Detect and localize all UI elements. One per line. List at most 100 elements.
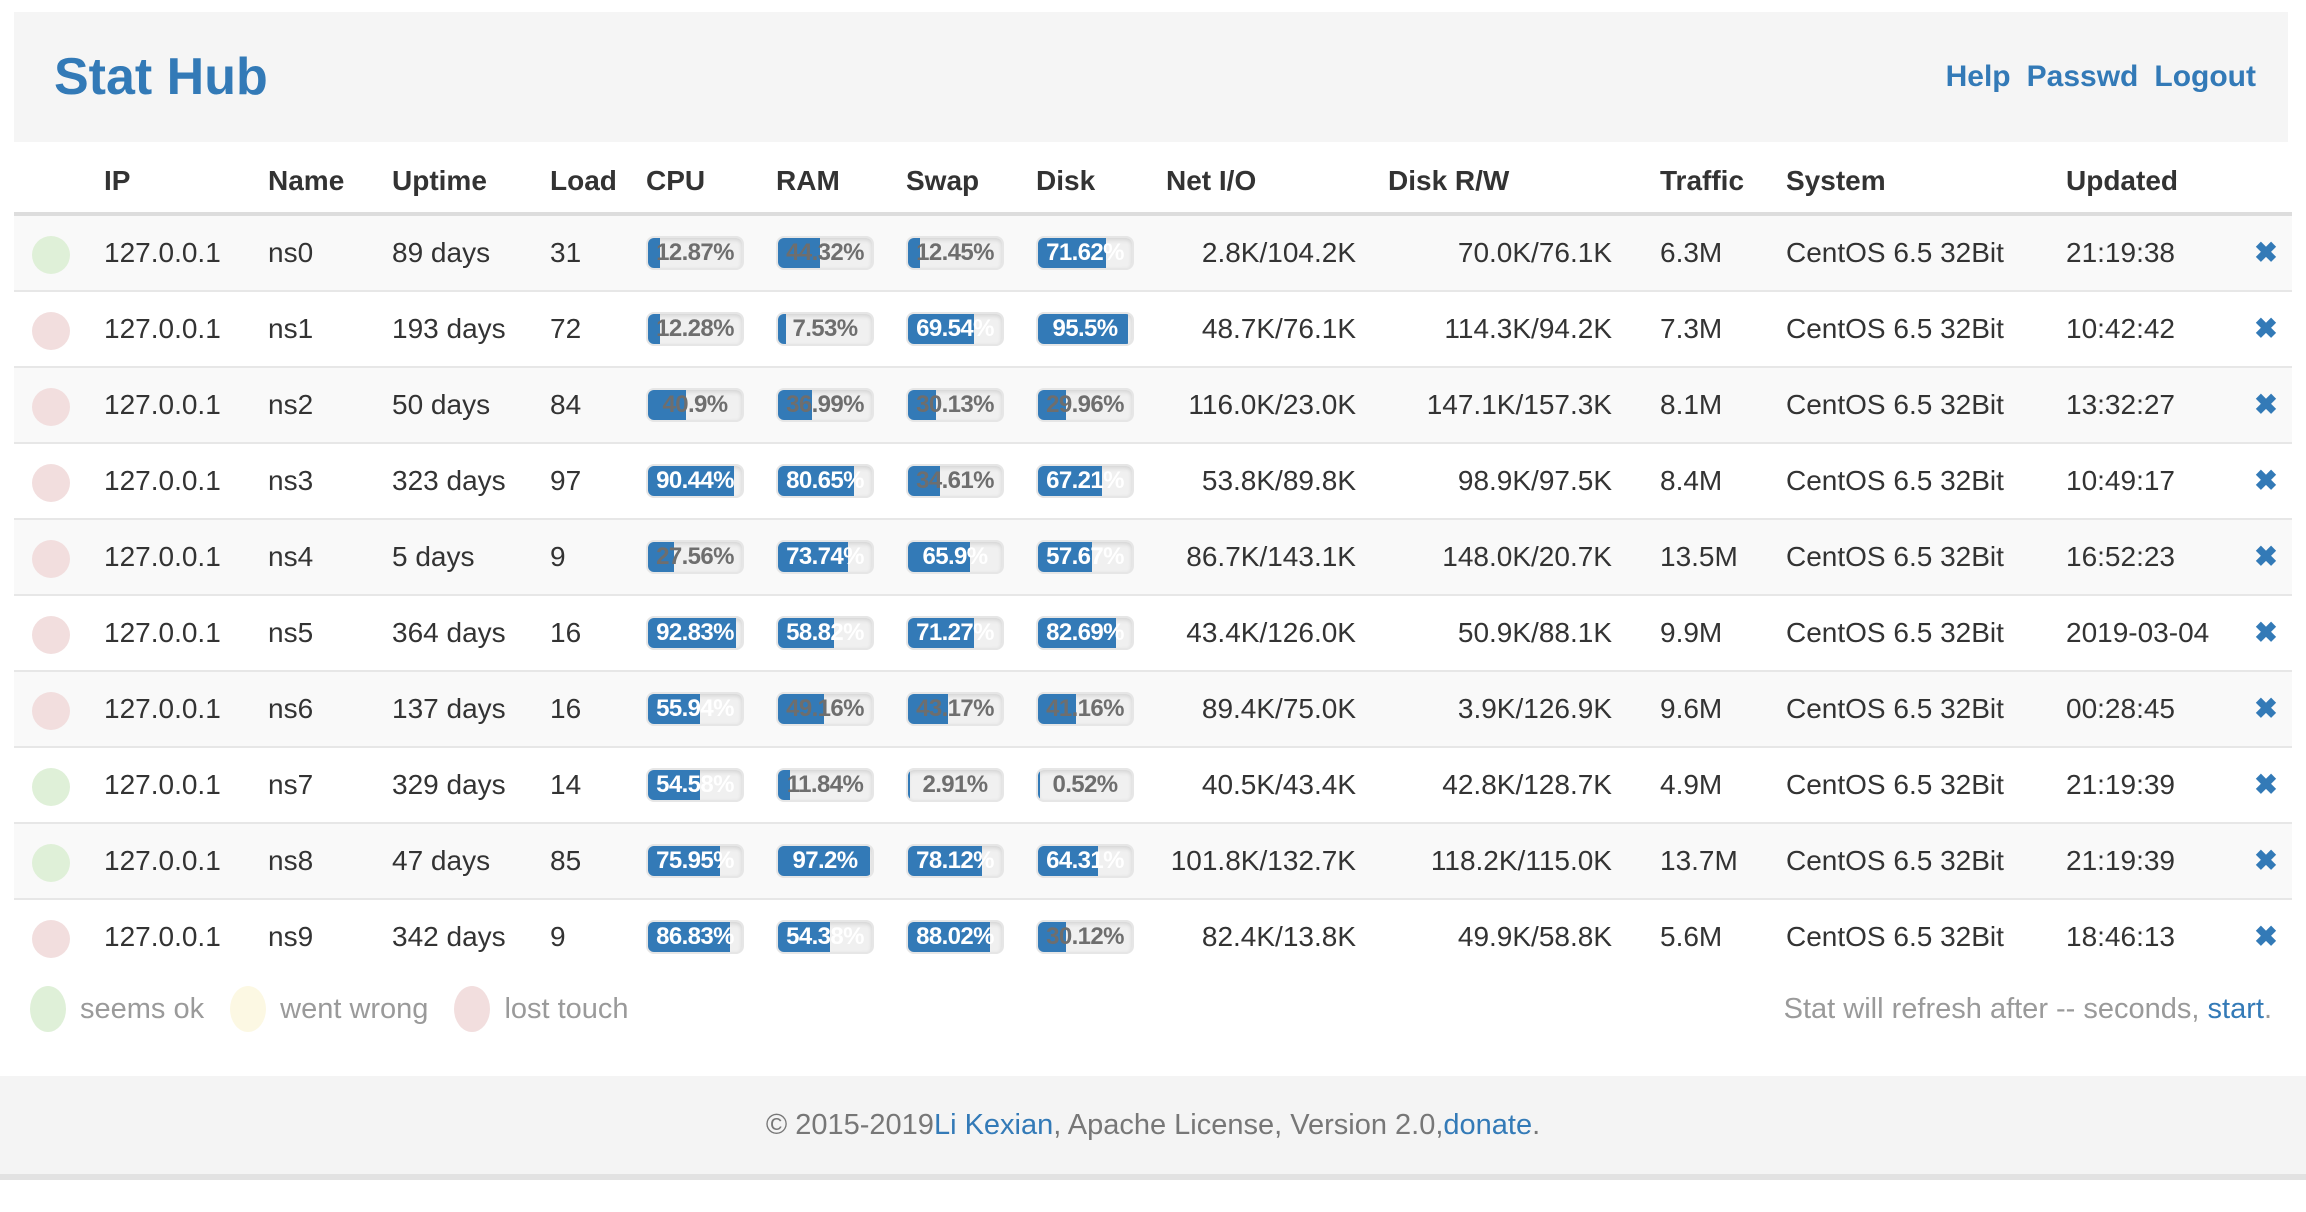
ip-cell: 127.0.0.1 <box>88 595 252 671</box>
updated-cell: 21:19:39 <box>2050 747 2240 823</box>
remove-server-icon[interactable]: ✖ <box>2254 460 2277 502</box>
cpu-progress-bar: 92.83% <box>646 616 744 650</box>
remove-server-icon[interactable]: ✖ <box>2254 232 2277 274</box>
swap-cell: 69.54% <box>890 291 1020 367</box>
nav-link-passwd[interactable]: Passwd <box>2027 60 2139 94</box>
nav-link-help[interactable]: Help <box>1946 60 2011 94</box>
swap-progress-bar: 71.27% <box>906 616 1004 650</box>
refresh-start-link[interactable]: start <box>2208 993 2264 1025</box>
cpu-cell: 40.9% <box>630 367 760 443</box>
remove-server-icon[interactable]: ✖ <box>2254 916 2277 958</box>
cpu-cell: 86.83% <box>630 899 760 974</box>
remove-cell: ✖ <box>2240 671 2292 747</box>
load-cell: 9 <box>534 899 630 974</box>
updated-cell: 21:19:38 <box>2050 214 2240 291</box>
status-cell <box>14 214 88 291</box>
remove-server-icon[interactable]: ✖ <box>2254 688 2277 730</box>
load-cell: 14 <box>534 747 630 823</box>
remove-server-icon[interactable]: ✖ <box>2254 840 2277 882</box>
col-header-blank-0 <box>14 148 88 214</box>
swap-percent-label: 78.12% <box>908 846 1002 876</box>
disk-progress-bar: 71.62% <box>1036 236 1134 270</box>
ram-cell: 44.32% <box>760 214 890 291</box>
status-cell <box>14 747 88 823</box>
traffic-cell: 6.3M <box>1628 214 1770 291</box>
cpu-cell: 12.87% <box>630 214 760 291</box>
updated-cell: 10:49:17 <box>2050 443 2240 519</box>
col-header-disk: Disk <box>1020 148 1150 214</box>
disk-rw-cell: 148.0K/20.7K <box>1372 519 1628 595</box>
ram-progress-bar: 73.74% <box>776 540 874 574</box>
swap-progress-bar: 2.91% <box>906 768 1004 802</box>
system-cell: CentOS 6.5 32Bit <box>1770 747 2050 823</box>
net-io-cell: 101.8K/132.7K <box>1150 823 1372 899</box>
remove-cell: ✖ <box>2240 214 2292 291</box>
remove-server-icon[interactable]: ✖ <box>2254 612 2277 654</box>
load-cell: 9 <box>534 519 630 595</box>
disk-rw-cell: 50.9K/88.1K <box>1372 595 1628 671</box>
load-cell: 16 <box>534 671 630 747</box>
legend-label: seems ok <box>80 993 204 1025</box>
nav-link-logout[interactable]: Logout <box>2154 60 2256 94</box>
swap-cell: 78.12% <box>890 823 1020 899</box>
ip-cell: 127.0.0.1 <box>88 899 252 974</box>
uptime-cell: 50 days <box>376 367 534 443</box>
system-cell: CentOS 6.5 32Bit <box>1770 671 2050 747</box>
net-io-cell: 2.8K/104.2K <box>1150 214 1372 291</box>
ram-percent-label: 7.53% <box>778 314 872 344</box>
disk-rw-cell: 49.9K/58.8K <box>1372 899 1628 974</box>
disk-cell: 57.67% <box>1020 519 1150 595</box>
disk-rw-cell: 147.1K/157.3K <box>1372 367 1628 443</box>
swap-cell: 30.13% <box>890 367 1020 443</box>
ram-progress-bar: 49.16% <box>776 692 874 726</box>
name-cell: ns6 <box>252 671 376 747</box>
disk-cell: 71.62% <box>1020 214 1150 291</box>
legend-item-ok: seems ok <box>30 986 204 1032</box>
ram-progress-bar: 44.32% <box>776 236 874 270</box>
cpu-progress-bar: 75.95% <box>646 844 744 878</box>
legend-item-lost: lost touch <box>454 986 628 1032</box>
remove-server-icon[interactable]: ✖ <box>2254 384 2277 426</box>
disk-cell: 29.96% <box>1020 367 1150 443</box>
ram-progress-bar: 58.82% <box>776 616 874 650</box>
cpu-percent-label: 90.44% <box>648 466 742 496</box>
remove-server-icon[interactable]: ✖ <box>2254 536 2277 578</box>
ram-percent-label: 97.2% <box>778 846 872 876</box>
traffic-cell: 13.5M <box>1628 519 1770 595</box>
system-cell: CentOS 6.5 32Bit <box>1770 291 2050 367</box>
status-dot-lost <box>32 692 70 730</box>
cpu-cell: 12.28% <box>630 291 760 367</box>
remove-cell: ✖ <box>2240 519 2292 595</box>
disk-percent-label: 82.69% <box>1038 618 1132 648</box>
cpu-progress-bar: 55.94% <box>646 692 744 726</box>
disk-percent-label: 30.12% <box>1038 922 1132 952</box>
donate-link[interactable]: donate <box>1443 1109 1532 1141</box>
author-link[interactable]: Li Kexian <box>934 1109 1053 1141</box>
updated-cell: 18:46:13 <box>2050 899 2240 974</box>
updated-cell: 16:52:23 <box>2050 519 2240 595</box>
disk-cell: 0.52% <box>1020 747 1150 823</box>
ram-cell: 97.2% <box>760 823 890 899</box>
swap-percent-label: 43.17% <box>908 694 1002 724</box>
disk-percent-label: 71.62% <box>1038 238 1132 268</box>
ram-progress-bar: 36.99% <box>776 388 874 422</box>
remove-server-icon[interactable]: ✖ <box>2254 764 2277 806</box>
status-dot-ok <box>32 768 70 806</box>
col-header-blank-14 <box>2240 148 2292 214</box>
swap-percent-label: 71.27% <box>908 618 1002 648</box>
legend-label: went wrong <box>280 993 428 1025</box>
net-io-cell: 82.4K/13.8K <box>1150 899 1372 974</box>
remove-server-icon[interactable]: ✖ <box>2254 308 2277 350</box>
uptime-cell: 5 days <box>376 519 534 595</box>
status-dot-lost <box>32 464 70 502</box>
remove-cell: ✖ <box>2240 367 2292 443</box>
cpu-cell: 54.58% <box>630 747 760 823</box>
swap-percent-label: 30.13% <box>908 390 1002 420</box>
legend-dot-ok <box>30 986 66 1032</box>
ram-cell: 11.84% <box>760 747 890 823</box>
net-io-cell: 48.7K/76.1K <box>1150 291 1372 367</box>
